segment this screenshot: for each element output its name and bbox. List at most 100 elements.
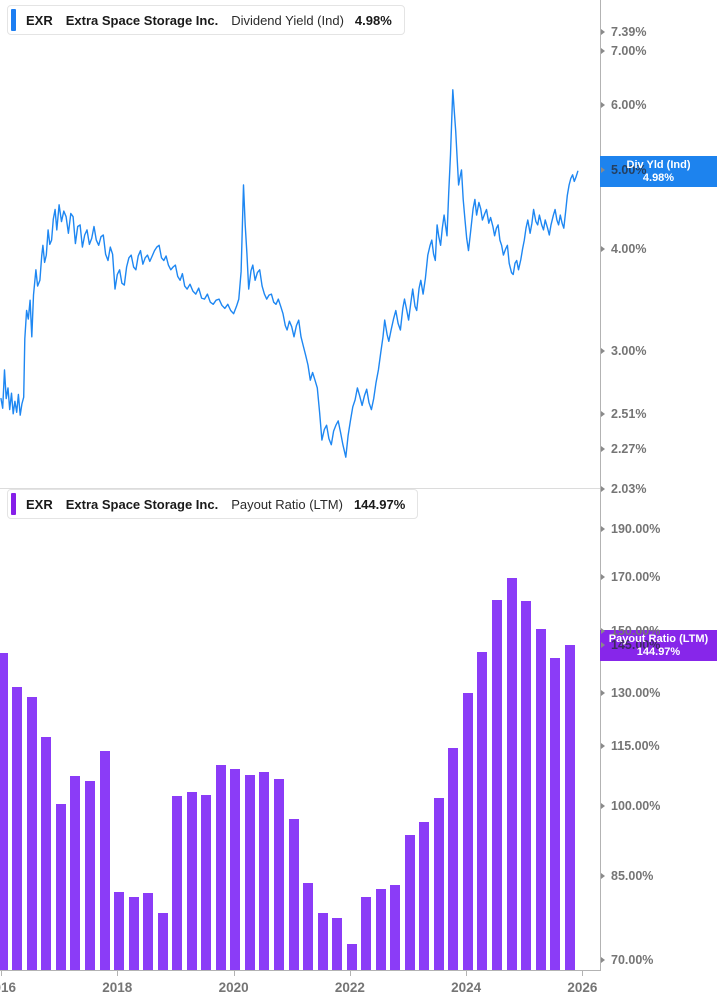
payout-ratio-bar-2017-Q2[interactable] — [70, 775, 81, 970]
metric-value: 4.98% — [354, 12, 392, 28]
y-tick-label: 4.00% — [611, 242, 647, 256]
ticker-symbol: EXR — [26, 12, 53, 28]
y-tick-label: 7.00% — [611, 44, 647, 58]
tick-arrow-icon — [601, 743, 605, 749]
dividend-yield-badge — [600, 156, 717, 187]
payout-ratio-bar-2016-Q4[interactable] — [41, 737, 52, 970]
payout-ratio-bar-2021-Q4[interactable] — [332, 917, 343, 970]
y-tick-3.00%: 3.00% — [600, 343, 717, 359]
company-name: Extra Space Storage Inc. — [65, 496, 219, 512]
x-tick-label-2024: 2024 — [451, 980, 482, 995]
payout-ratio-bar-2019-Q3[interactable] — [201, 794, 212, 970]
payout-ratio-bar-2023-Q1[interactable] — [404, 834, 415, 970]
payout-ratio-bar-2025-Q1[interactable] — [521, 600, 531, 970]
y-tick-label: 145.00% — [611, 638, 661, 652]
payout-ratio-bar-2018-Q3[interactable] — [143, 893, 154, 970]
payout-ratio-bar-2024-Q1[interactable] — [462, 692, 473, 970]
y-tick-100.00%: 100.00% — [600, 798, 717, 814]
payout-ratio-bar-2023-Q4[interactable] — [448, 747, 459, 970]
payout-ratio-bar-2019-Q2[interactable] — [186, 791, 197, 970]
dividend-yield-plot[interactable] — [0, 0, 600, 488]
dividend-yield-series-chip[interactable]: EXR Extra Space Storage Inc. Dividend Yi… — [7, 5, 405, 35]
y-tick-label: 3.00% — [611, 344, 647, 358]
y-tick-label: 5.00% — [611, 163, 647, 177]
panel-divider — [0, 488, 600, 489]
payout-ratio-bar-2021-Q2[interactable] — [303, 882, 313, 970]
y-tick-2.03%: 2.03% — [600, 481, 717, 497]
payout-ratio-bar-2023-Q2[interactable] — [419, 821, 430, 970]
x-tick-2022 — [349, 970, 351, 976]
payout-ratio-bar-2025-Q3[interactable] — [550, 657, 561, 970]
y-tick-2.27%: 2.27% — [600, 441, 717, 457]
payout-ratio-bar-2024-Q2[interactable] — [477, 651, 488, 970]
payout-ratio-bar-2024-Q3[interactable] — [492, 599, 502, 970]
y-tick-170.00%: 170.00% — [600, 569, 717, 585]
payout-ratio-bar-2022-Q1[interactable] — [346, 943, 357, 970]
payout-ratio-plot[interactable] — [0, 488, 600, 970]
tick-arrow-icon — [601, 628, 605, 634]
payout-ratio-bar-2022-Q4[interactable] — [390, 884, 401, 970]
y-tick-145.00%: 145.00% — [600, 637, 717, 653]
y-tick-label: 2.27% — [611, 442, 647, 456]
ticker-symbol: EXR — [26, 496, 53, 512]
payout-ratio-bar-2019-Q4[interactable] — [215, 765, 226, 970]
payout-ratio-bar-2020-Q1[interactable] — [230, 769, 241, 970]
x-tick-label-2022: 2022 — [334, 980, 365, 995]
payout-ratio-bar-2020-Q2[interactable] — [244, 775, 255, 970]
payout-ratio-bar-2024-Q4[interactable] — [506, 577, 517, 970]
payout-ratio-bar-2023-Q3[interactable] — [433, 797, 444, 970]
payout-ratio-bar-2025-Q4[interactable] — [564, 645, 575, 970]
y-tick-6.00%: 6.00% — [600, 97, 717, 113]
y-tick-label: 6.00% — [611, 98, 647, 112]
y-tick-label: 2.51% — [611, 407, 647, 421]
payout-ratio-bar-2018-Q2[interactable] — [128, 896, 139, 970]
y-tick-5.00%: 5.00% — [600, 162, 717, 178]
y-tick-label: 170.00% — [611, 570, 661, 584]
payout-ratio-bar-2018-Q4[interactable] — [157, 912, 168, 970]
payout-ratio-bar-2018-Q1[interactable] — [114, 892, 124, 970]
payout-ratio-series-chip[interactable]: EXR Extra Space Storage Inc. Payout Rati… — [7, 489, 419, 519]
tick-arrow-icon — [601, 446, 605, 452]
payout-ratio-bar-2025-Q2[interactable] — [535, 629, 546, 970]
payout-ratio-bar-2022-Q2[interactable] — [361, 896, 372, 970]
series-color-bar — [11, 493, 16, 515]
payout-ratio-bar-2022-Q3[interactable] — [375, 889, 386, 970]
y-tick-70.00%: 70.00% — [600, 952, 717, 968]
tick-arrow-icon — [601, 690, 605, 696]
payout-ratio-bar-2020-Q4[interactable] — [273, 779, 284, 970]
payout-ratio-bar-2016-Q1[interactable] — [0, 652, 8, 970]
payout-ratio-bar-2016-Q3[interactable] — [26, 696, 37, 970]
x-tick-2026 — [582, 970, 584, 976]
tick-arrow-icon — [601, 48, 605, 54]
tick-arrow-icon — [601, 957, 605, 963]
payout-ratio-bar-2021-Q1[interactable] — [288, 819, 299, 970]
payout-ratio-bar-2017-Q1[interactable] — [55, 803, 66, 970]
tick-arrow-icon — [601, 348, 605, 354]
tick-arrow-icon — [601, 29, 605, 35]
metric-value: 144.97% — [353, 496, 406, 512]
company-name: Extra Space Storage Inc. — [65, 12, 219, 28]
payout-ratio-bar-2016-Q2[interactable] — [12, 686, 23, 970]
dividend-yield-line[interactable] — [0, 0, 600, 488]
payout-ratio-bar-2017-Q4[interactable] — [99, 750, 110, 970]
tick-arrow-icon — [601, 642, 605, 648]
payout-ratio-bar-2020-Q3[interactable] — [259, 771, 270, 970]
tick-arrow-icon — [601, 167, 605, 173]
y-tick-7.39%: 7.39% — [600, 24, 717, 40]
y-tick-2.51%: 2.51% — [600, 406, 717, 422]
dividend-yield-line-path[interactable] — [0, 89, 579, 458]
y-tick-label: 150.00% — [611, 624, 661, 638]
y-tick-label: 85.00% — [611, 869, 654, 883]
y-tick-label: 2.03% — [611, 482, 647, 496]
payout-ratio-badge — [600, 630, 717, 661]
tick-arrow-icon — [601, 873, 605, 879]
x-tick-2016 — [1, 970, 2, 976]
payout-ratio-bar-2017-Q3[interactable] — [85, 781, 95, 970]
payout-ratio-bar-2021-Q3[interactable] — [317, 912, 328, 970]
tick-arrow-icon — [601, 102, 605, 108]
y-tick-4.00%: 4.00% — [600, 241, 717, 257]
x-tick-label-2018: 2018 — [102, 980, 133, 995]
y-axis-line — [600, 0, 601, 970]
payout-ratio-bar-2019-Q1[interactable] — [172, 796, 183, 970]
